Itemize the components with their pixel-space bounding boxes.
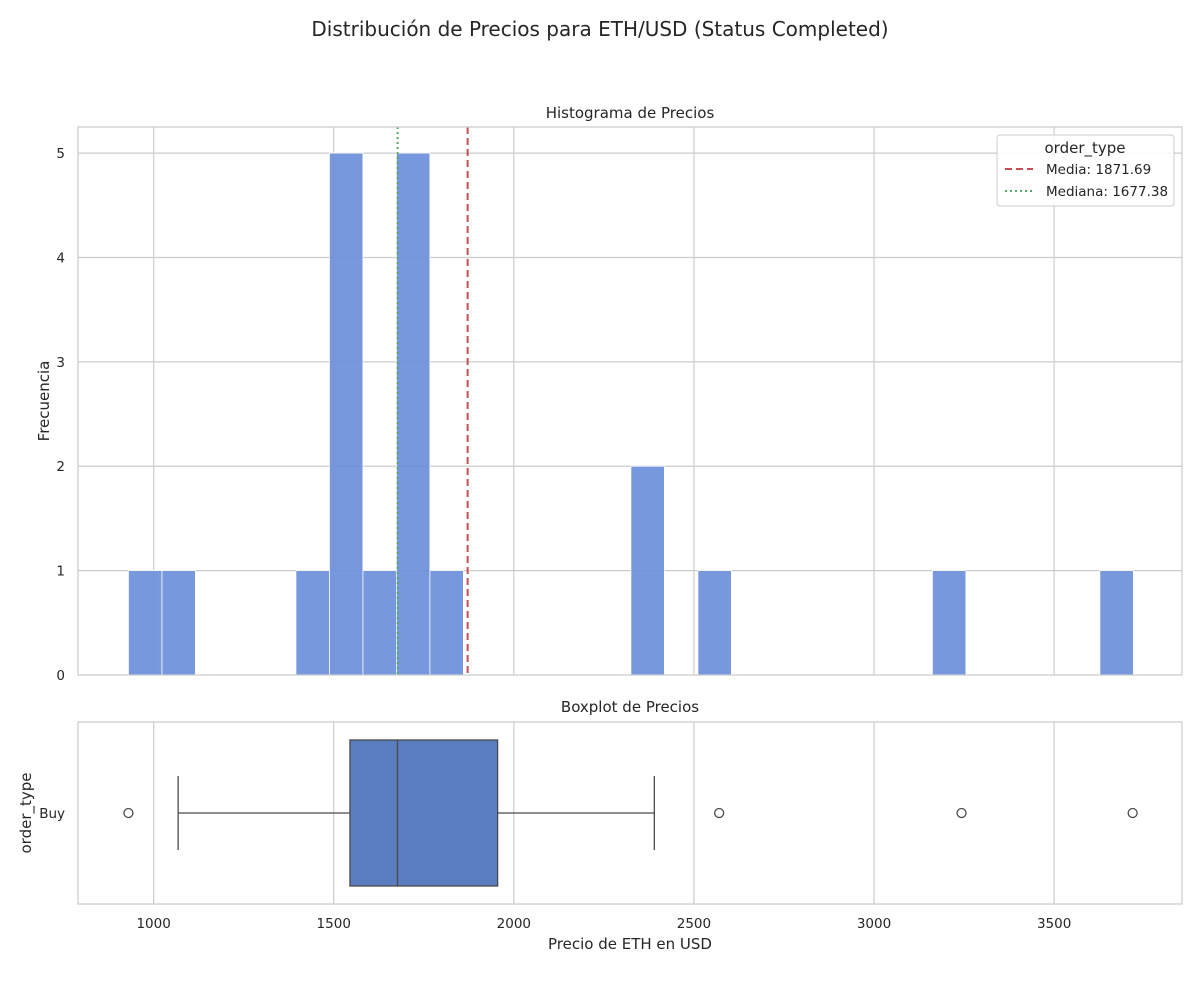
histogram-bars	[128, 152, 1134, 676]
histogram-bar-8	[396, 152, 431, 676]
histogram-bar-0	[128, 570, 163, 676]
legend: order_type Media: 1871.69 Mediana: 1677.…	[996, 134, 1175, 207]
legend-frame	[996, 134, 1175, 207]
box-iqr	[349, 739, 499, 887]
histogram-bar-15	[630, 465, 665, 676]
outlier-2	[956, 807, 967, 819]
x-tick-1000: 1000	[136, 916, 170, 932]
legend-label-mean: Media: 1871.69	[1046, 162, 1151, 178]
histogram-title: Histograma de Precios	[546, 104, 715, 122]
boxplot-x-label: Precio de ETH en USD	[548, 935, 712, 953]
histogram-grid	[78, 127, 1182, 675]
histogram-bar-6	[329, 152, 364, 676]
histogram-background	[78, 127, 1182, 675]
histogram-y-tick-2: 2	[56, 459, 65, 475]
x-tick-2500: 2500	[677, 916, 711, 932]
x-tick-1500: 1500	[317, 916, 351, 932]
outlier-1	[713, 807, 725, 819]
x-tick-2000: 2000	[497, 916, 531, 932]
boxplot-marks	[123, 739, 1138, 887]
boxplot-y-label: order_type	[17, 772, 36, 853]
boxplot-x-ticks: 1000 1500 2000 2500 3000 3500	[136, 916, 1071, 932]
histogram-bar-17	[697, 570, 732, 676]
outlier-3	[1127, 807, 1138, 819]
histogram-bar-29	[1099, 570, 1134, 676]
histogram-y-label: Frecuencia	[35, 361, 53, 442]
legend-label-median: Mediana: 1677.38	[1046, 184, 1168, 200]
histogram-y-tick-0: 0	[56, 668, 65, 684]
boxplot-frame	[77, 721, 1183, 905]
histogram-bar-7	[362, 570, 397, 676]
boxplot-axes: 1000 1500 2000 2500 3000 3500 Buy Boxplot de …	[17, 698, 1183, 953]
x-tick-3500: 3500	[1037, 916, 1071, 932]
boxplot-category-label: Buy	[39, 806, 65, 822]
histogram-bar-5	[295, 570, 330, 676]
legend-title: order_type	[1044, 139, 1125, 158]
histogram-bar-9	[429, 570, 464, 676]
boxplot-title: Boxplot de Precios	[561, 698, 699, 716]
histogram-y-tick-5: 5	[56, 146, 65, 162]
histogram-bar-1	[161, 570, 196, 676]
histogram-reference-lines	[396, 127, 469, 675]
histogram-y-tick-1: 1	[56, 564, 65, 580]
outlier-0	[123, 807, 134, 819]
histogram-y-tick-3: 3	[56, 355, 65, 371]
x-tick-3000: 3000	[857, 916, 891, 932]
figure-title: Distribución de Precios para ETH/USD (St…	[311, 17, 888, 41]
histogram-y-ticks: 0 1 2 3 4 5	[56, 146, 65, 684]
histogram-frame	[77, 126, 1183, 676]
histogram-y-tick-4: 4	[56, 250, 65, 266]
histogram-bar-24	[931, 570, 967, 676]
